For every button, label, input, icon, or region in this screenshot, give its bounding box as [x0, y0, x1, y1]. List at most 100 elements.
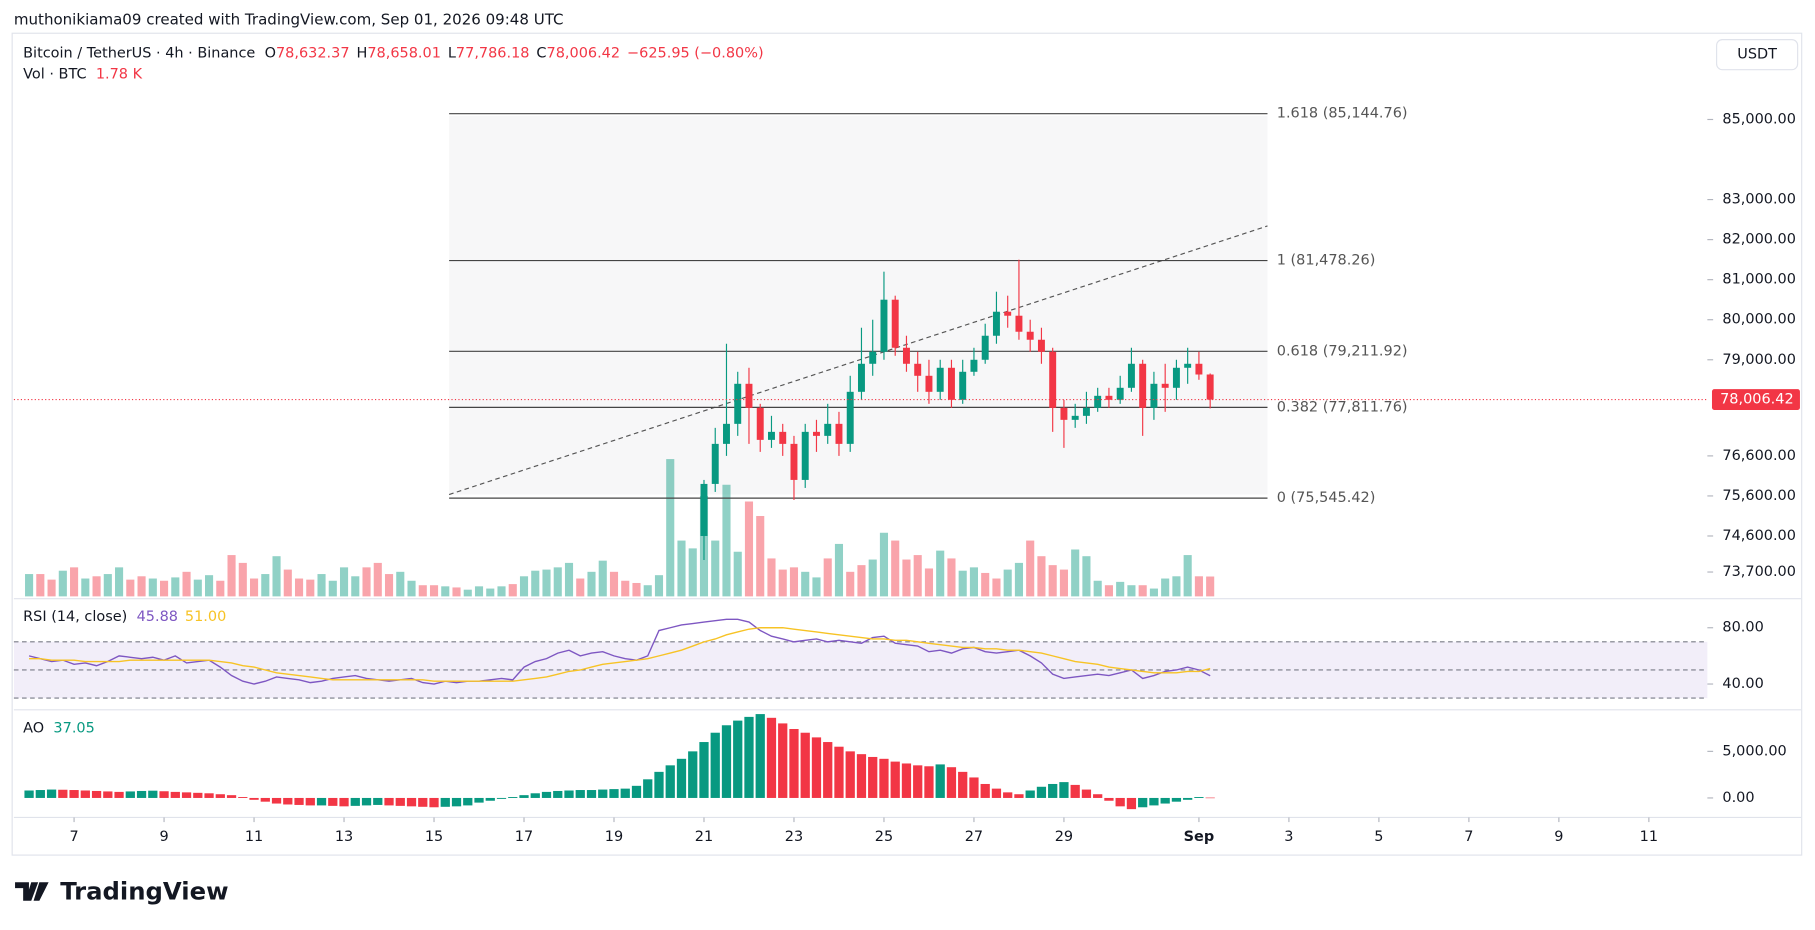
ao-bar	[1160, 797, 1170, 804]
candle-body	[756, 407, 764, 440]
ao-bar	[58, 789, 68, 798]
volume-bar	[756, 516, 765, 597]
x-tick-label: 29	[1055, 829, 1073, 845]
ao-bar	[710, 732, 720, 798]
ao-bar	[508, 797, 518, 798]
candle-body	[812, 431, 820, 436]
rsi-line	[28, 618, 1211, 685]
candle-body	[711, 443, 719, 484]
x-tick-label: 21	[695, 829, 713, 845]
ao-bar	[823, 742, 833, 798]
volume-bar	[868, 559, 877, 597]
candle-body	[723, 423, 730, 444]
ao-bar	[586, 790, 597, 798]
volume-bar	[441, 586, 450, 597]
ao-bar	[946, 767, 957, 798]
volume-bar	[834, 543, 844, 597]
ao-bar	[350, 797, 360, 806]
ao-bar	[1104, 797, 1114, 801]
volume-bar	[1127, 585, 1136, 597]
volume-bar	[913, 555, 922, 597]
logo: TradingView	[15, 877, 229, 906]
ao-bar	[193, 792, 203, 798]
ao-bar	[1126, 797, 1137, 810]
ao-bar	[406, 797, 417, 807]
x-tick-label: 7	[1464, 829, 1473, 845]
volume-bar	[126, 579, 135, 597]
fib-label: 0.382 (77,811.76)	[1277, 399, 1408, 415]
ao-bar	[778, 723, 788, 798]
volume-bar	[373, 562, 382, 597]
y-tick-label: 76,600.00	[1722, 448, 1796, 464]
volume-bar	[801, 571, 810, 597]
ao-bar	[226, 795, 237, 798]
ao-bar	[1149, 797, 1159, 806]
volume-bar	[1172, 576, 1181, 597]
ao-bar	[46, 789, 57, 798]
ao-bar	[1048, 783, 1058, 798]
ao-bar	[969, 777, 979, 798]
ao-bar	[305, 797, 315, 806]
x-tick-label: 7	[69, 829, 78, 845]
y-tick-label: 80.00	[1722, 620, 1763, 636]
candle-body	[992, 311, 1000, 336]
volume-readout: 1.78 K	[96, 66, 143, 82]
volume-bar	[294, 578, 304, 597]
ao-bar	[204, 793, 214, 798]
ao-bar	[856, 754, 867, 798]
y-tick-label: 5,000.00	[1722, 743, 1786, 759]
volume-bar	[351, 576, 360, 597]
ao-bar	[676, 758, 687, 798]
volume-bar	[1014, 562, 1023, 597]
volume-bar	[621, 580, 630, 597]
currency-button[interactable]	[1716, 39, 1799, 71]
ao-bar	[114, 791, 124, 798]
ao-bar	[24, 790, 34, 798]
candle-body	[824, 423, 832, 436]
ao-bar	[733, 720, 743, 798]
candle-body	[914, 363, 922, 376]
volume-bar	[261, 574, 270, 597]
volume-bar	[744, 501, 754, 597]
volume-bar	[452, 587, 461, 597]
volume-bar	[711, 540, 720, 597]
rsi-ma-readout: 51.00	[185, 609, 226, 625]
fib-label: 1 (81,478.26)	[1277, 253, 1376, 269]
ao-bar	[1115, 797, 1125, 807]
volume-bar	[384, 574, 394, 597]
ao-bar	[609, 789, 619, 798]
candle-body	[959, 371, 967, 400]
volume-bar	[486, 588, 495, 597]
ohlc-value: 78,006.42	[547, 45, 621, 61]
volume-bar	[553, 567, 562, 597]
ao-bar	[238, 797, 248, 798]
ao-bar	[620, 788, 630, 798]
candle-body	[1015, 315, 1023, 332]
candle-body	[902, 347, 910, 364]
volume-bar	[654, 575, 664, 597]
volume-bar	[576, 578, 585, 597]
volume-bar	[879, 532, 889, 597]
candle-body	[1184, 363, 1192, 368]
volume-bar	[823, 558, 832, 597]
y-tick-label: 74,600.00	[1722, 528, 1796, 544]
ao-bar	[530, 793, 540, 798]
volume-bar	[463, 589, 472, 597]
volume-bar	[1149, 588, 1158, 597]
ao-bar	[654, 771, 664, 798]
candle-body	[936, 367, 944, 392]
ao-bar	[283, 797, 293, 805]
volume-bar	[272, 556, 281, 597]
ao-bar	[395, 797, 405, 806]
ao-bar	[699, 742, 709, 798]
ao-bar	[958, 771, 968, 798]
volume-bar	[1206, 576, 1215, 597]
volume-bar	[666, 459, 675, 597]
ao-bar	[463, 797, 473, 806]
volume-bar	[936, 550, 945, 597]
volume-bar	[677, 540, 686, 597]
ao-bar	[935, 764, 945, 798]
ao-bar	[440, 797, 450, 807]
volume-bar	[789, 567, 799, 597]
ao-bar	[170, 791, 180, 798]
